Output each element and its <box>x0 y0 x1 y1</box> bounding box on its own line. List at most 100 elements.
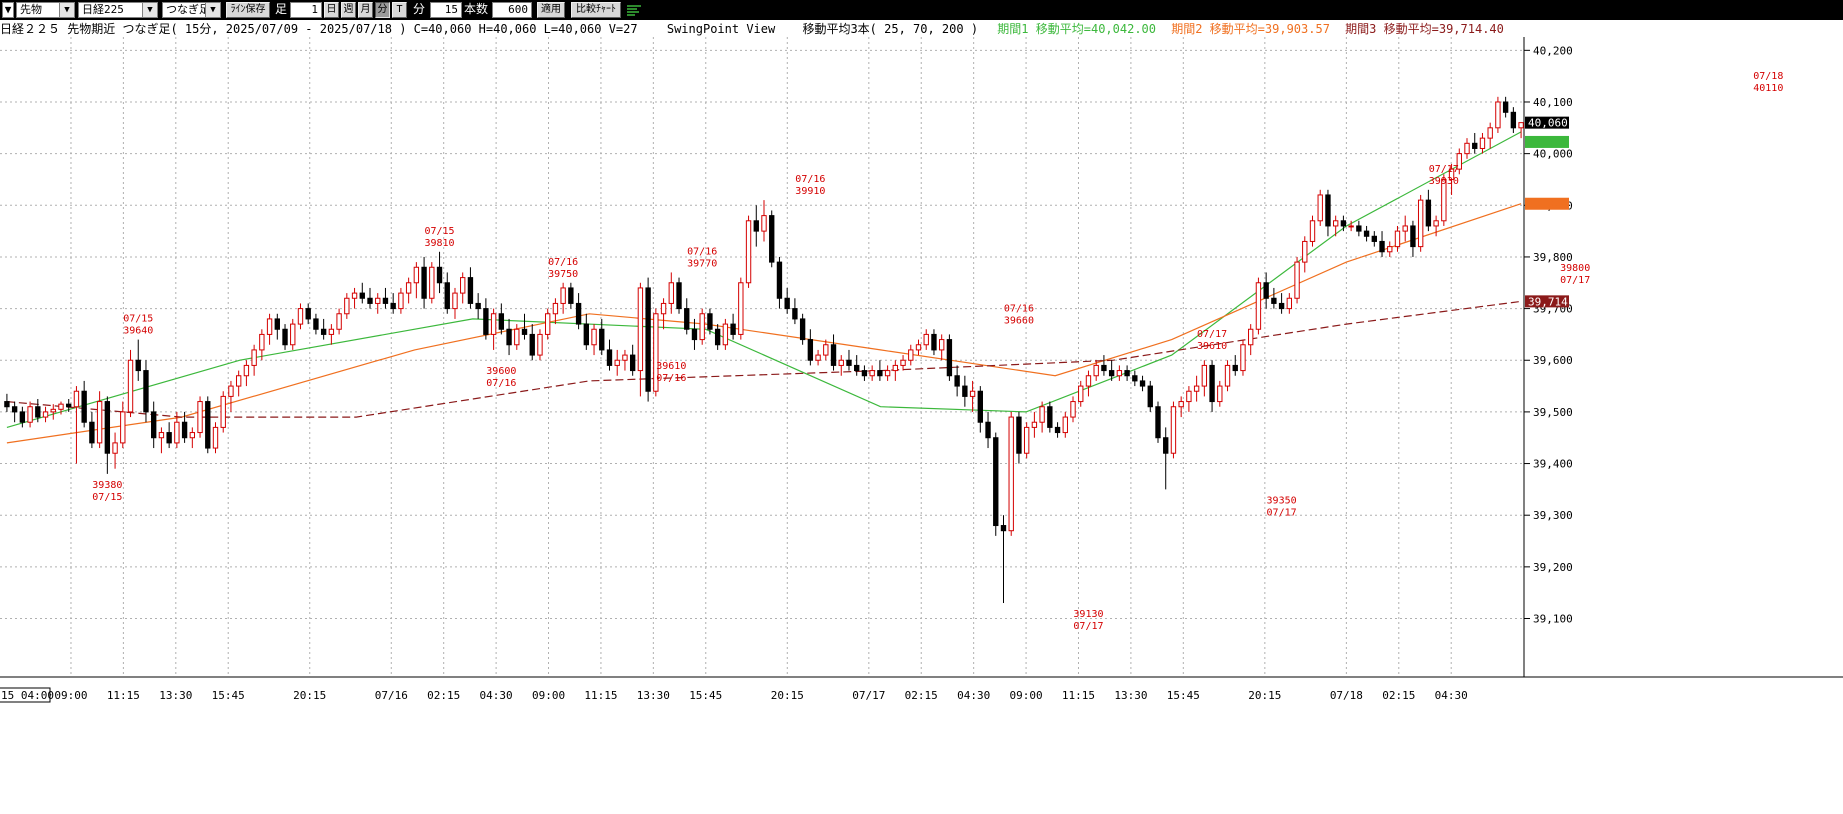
candle-body <box>1116 370 1123 377</box>
x-tick-label: 11:15 <box>107 689 140 702</box>
apply-button[interactable]: 適用 <box>537 2 565 18</box>
candle-body <box>1371 235 1377 242</box>
price-marker-label: 40,042 <box>1528 136 1568 149</box>
candle-body <box>467 277 474 304</box>
candle-body <box>158 432 165 439</box>
market-select[interactable]: 先物 ▼ <box>16 2 75 18</box>
price-marker <box>1525 197 1569 210</box>
candle-body <box>807 339 814 361</box>
candle-body <box>1387 246 1393 253</box>
swing-date: 07/16 <box>548 257 578 268</box>
menu-dropdown[interactable]: ▼ <box>2 2 14 18</box>
candle-body <box>1139 380 1146 387</box>
candle-body <box>730 323 736 335</box>
month-button[interactable]: 月 <box>358 2 373 18</box>
candle-body <box>823 344 829 356</box>
bars-spinner[interactable]: 600 <box>492 2 532 18</box>
candle-body <box>290 323 296 346</box>
candle-body <box>1031 421 1038 428</box>
x-cursor-box <box>0 687 51 703</box>
candle-body <box>1240 344 1246 372</box>
swing-price: 39130 <box>1073 609 1103 620</box>
candle-body <box>1425 199 1432 227</box>
compare-chart-button[interactable]: 比較ﾁｬｰﾄ <box>571 2 621 18</box>
swing-price: 39930 <box>1429 176 1459 187</box>
symbol-select[interactable]: 日経225 ▼ <box>78 2 158 18</box>
candle-body <box>1016 416 1022 454</box>
candle-body <box>120 411 126 444</box>
candle-body <box>869 370 875 377</box>
ma2-value: 期間2 移動平均=39,903.57 <box>1171 22 1330 36</box>
chevron-down-icon: ▼ <box>205 3 220 17</box>
minute-spinner[interactable]: 15 <box>430 2 462 18</box>
candle-body <box>320 328 327 335</box>
x-tick-label: 15:45 <box>689 689 722 702</box>
candle-body <box>923 333 929 346</box>
candle-body <box>614 359 620 366</box>
minute-button[interactable]: 分 <box>375 2 390 18</box>
candle-body <box>4 401 10 408</box>
chart-lines-icon[interactable] <box>626 2 642 18</box>
candle-body <box>359 292 365 299</box>
candle-body <box>722 323 729 346</box>
swing-points: 3938007/1507/153964007/153981007/1639750… <box>92 71 1783 632</box>
candle-body <box>668 282 674 304</box>
candle-body <box>1348 225 1354 228</box>
line-save-button[interactable]: ﾗｲﾝ保存 <box>226 2 270 18</box>
candle-body <box>1201 364 1208 387</box>
candle-body <box>637 287 644 372</box>
candle-body <box>336 313 342 330</box>
candle-body <box>699 313 705 341</box>
x-tick-label: 09:00 <box>532 689 565 702</box>
day-button[interactable]: 日 <box>324 2 339 18</box>
candle-body <box>197 401 203 434</box>
swing-price: 39610 <box>1197 341 1227 352</box>
candle-body <box>707 313 713 330</box>
candle-body <box>1008 416 1014 532</box>
week-button[interactable]: 週 <box>341 2 356 18</box>
candle-body <box>514 328 520 346</box>
y-tick-label: 39,100 <box>1533 613 1573 626</box>
candle-body <box>1248 328 1254 346</box>
candle-body <box>297 308 304 325</box>
candle-body <box>915 344 922 351</box>
swing-price: 39810 <box>424 238 454 249</box>
candle-body <box>228 385 234 397</box>
candle-body <box>529 333 535 356</box>
swing-price: 39750 <box>548 269 578 280</box>
price-marker <box>1525 135 1569 148</box>
candle-body <box>382 297 389 304</box>
swing-price: 39660 <box>1004 315 1034 326</box>
chart-kind-select[interactable]: つなぎ足 ▼ <box>162 2 221 18</box>
tick-button[interactable]: T <box>392 2 407 18</box>
candle-body <box>429 266 435 299</box>
symbol-select-value: 日経225 <box>82 3 124 16</box>
candle-body <box>35 406 41 418</box>
candle-body <box>58 403 64 410</box>
market-select-value: 先物 <box>20 3 42 16</box>
candle-body <box>475 302 481 310</box>
candle-body <box>684 308 690 330</box>
candle-body <box>19 411 26 423</box>
ashi-spinner[interactable]: 1 <box>290 2 322 18</box>
y-tick-label: 39,500 <box>1533 406 1573 419</box>
candle-body <box>977 390 983 423</box>
candle-body <box>1317 194 1323 222</box>
candle-body <box>143 370 149 413</box>
candle-body <box>931 333 937 351</box>
candle-body <box>1163 437 1169 454</box>
candle-body <box>1479 137 1486 149</box>
candle-body <box>1472 142 1478 149</box>
candle-body <box>877 370 883 377</box>
x-tick-label: 13:30 <box>637 689 670 702</box>
candle-body <box>575 302 582 325</box>
candle-body <box>42 411 49 418</box>
candle-body <box>266 318 273 335</box>
candle-body <box>769 215 775 263</box>
candle-body <box>583 323 589 346</box>
candle-body <box>1495 101 1501 129</box>
candle-body <box>962 385 968 397</box>
candle-body <box>591 328 597 346</box>
candle-body <box>1108 370 1115 377</box>
